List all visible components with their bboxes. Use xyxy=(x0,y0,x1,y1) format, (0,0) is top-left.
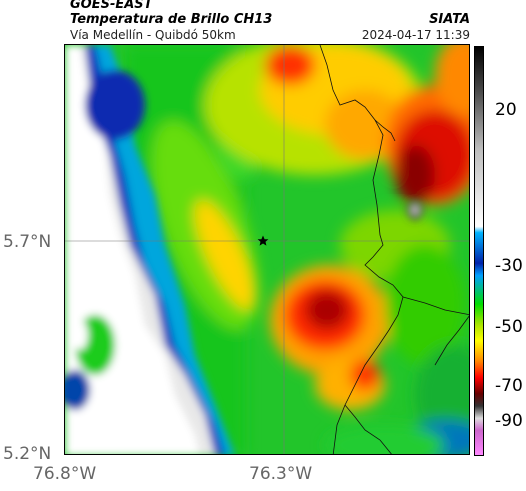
agency-label: SIATA xyxy=(429,12,470,27)
latitude-tick-5.7N: 5.7°N xyxy=(3,232,52,252)
map-canvas xyxy=(65,45,469,454)
colorbar-gradient xyxy=(475,47,483,455)
colorbar-tick-minus70: -70 xyxy=(495,376,523,396)
boundary-lines xyxy=(319,45,469,454)
graticule xyxy=(65,45,469,454)
colorbar-tick-20: 20 xyxy=(495,100,517,120)
timestamp: 2024-04-17 11:39 xyxy=(361,28,470,42)
cold-cloud-region xyxy=(65,45,423,454)
latitude-tick-5.2N: 5.2°N xyxy=(3,444,52,464)
colorbar-tick-minus50: -50 xyxy=(495,317,523,337)
colorbar-tick-minus90: -90 xyxy=(495,411,523,431)
longitude-tick-76.8W: 76.8°W xyxy=(33,464,97,484)
title-product: Temperatura de Brillo CH13 xyxy=(70,12,273,27)
subtitle-route: Vía Medellín - Quibdó 50km xyxy=(70,28,236,42)
longitude-tick-76.3W: 76.3°W xyxy=(249,464,313,484)
colorbar-tick-minus30: -30 xyxy=(495,256,523,276)
colorbar-fill xyxy=(475,47,483,455)
brightness-temperature-map xyxy=(64,44,470,455)
title-satellite: GOES-EAST xyxy=(70,0,153,12)
location-marker-star-icon xyxy=(257,235,269,246)
temperature-field xyxy=(125,45,469,454)
temperature-colorbar xyxy=(474,46,484,456)
